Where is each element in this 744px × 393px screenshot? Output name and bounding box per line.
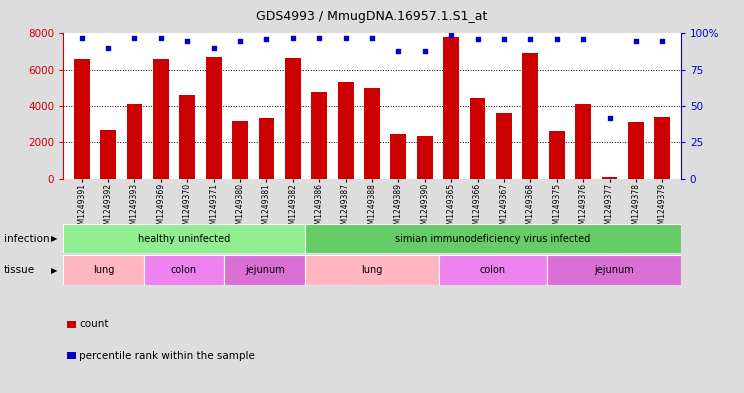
Point bbox=[656, 37, 668, 44]
Bar bbox=[575, 104, 591, 179]
Point bbox=[76, 35, 88, 41]
Bar bbox=[305, 255, 439, 285]
Bar bbox=[206, 57, 222, 179]
Bar bbox=[391, 134, 406, 179]
Text: infection: infection bbox=[4, 234, 49, 244]
Text: percentile rank within the sample: percentile rank within the sample bbox=[79, 351, 255, 361]
Point bbox=[155, 35, 167, 41]
Point bbox=[498, 36, 510, 42]
Text: jejunum: jejunum bbox=[594, 265, 633, 275]
Point bbox=[577, 36, 589, 42]
Point bbox=[234, 37, 246, 44]
Point bbox=[102, 45, 114, 51]
Text: jejunum: jejunum bbox=[245, 265, 284, 275]
Point bbox=[208, 45, 219, 51]
Bar bbox=[285, 58, 301, 179]
Bar bbox=[549, 130, 565, 179]
Point bbox=[603, 115, 615, 121]
Point bbox=[182, 37, 193, 44]
Point bbox=[313, 35, 325, 41]
Bar bbox=[258, 118, 275, 179]
Text: colon: colon bbox=[171, 265, 197, 275]
Point bbox=[366, 35, 378, 41]
Point bbox=[129, 35, 141, 41]
Text: lung: lung bbox=[93, 265, 114, 275]
Point bbox=[630, 37, 642, 44]
Point bbox=[287, 35, 299, 41]
Text: healthy uninfected: healthy uninfected bbox=[138, 234, 230, 244]
Bar bbox=[311, 92, 327, 179]
Text: ▶: ▶ bbox=[51, 234, 58, 243]
Point bbox=[445, 32, 457, 38]
Bar bbox=[126, 104, 142, 179]
Bar bbox=[628, 123, 644, 179]
Bar bbox=[179, 95, 195, 179]
Bar bbox=[439, 255, 547, 285]
Text: lung: lung bbox=[362, 265, 382, 275]
Bar bbox=[443, 37, 459, 179]
Bar bbox=[364, 88, 380, 179]
Bar bbox=[63, 224, 305, 253]
Text: simian immunodeficiency virus infected: simian immunodeficiency virus infected bbox=[395, 234, 591, 244]
Text: count: count bbox=[79, 319, 109, 329]
Bar bbox=[153, 59, 169, 179]
Point bbox=[260, 36, 272, 42]
Bar bbox=[74, 59, 89, 179]
Bar bbox=[63, 255, 144, 285]
Bar bbox=[232, 121, 248, 179]
Point bbox=[525, 36, 536, 42]
Bar bbox=[469, 98, 486, 179]
Bar bbox=[417, 136, 433, 179]
Bar bbox=[225, 255, 305, 285]
Text: GDS4993 / MmugDNA.16957.1.S1_at: GDS4993 / MmugDNA.16957.1.S1_at bbox=[257, 10, 487, 23]
Point bbox=[551, 36, 562, 42]
Bar bbox=[496, 113, 512, 179]
Bar bbox=[305, 224, 681, 253]
Bar bbox=[547, 255, 681, 285]
Point bbox=[419, 48, 431, 54]
Bar bbox=[655, 117, 670, 179]
Bar bbox=[338, 82, 353, 179]
Text: colon: colon bbox=[480, 265, 506, 275]
Text: tissue: tissue bbox=[4, 265, 35, 275]
Point bbox=[472, 36, 484, 42]
Bar bbox=[144, 255, 225, 285]
Bar bbox=[602, 177, 618, 179]
Bar bbox=[100, 130, 116, 179]
Point bbox=[340, 35, 352, 41]
Point bbox=[392, 48, 404, 54]
Text: ▶: ▶ bbox=[51, 266, 58, 275]
Bar bbox=[522, 53, 538, 179]
